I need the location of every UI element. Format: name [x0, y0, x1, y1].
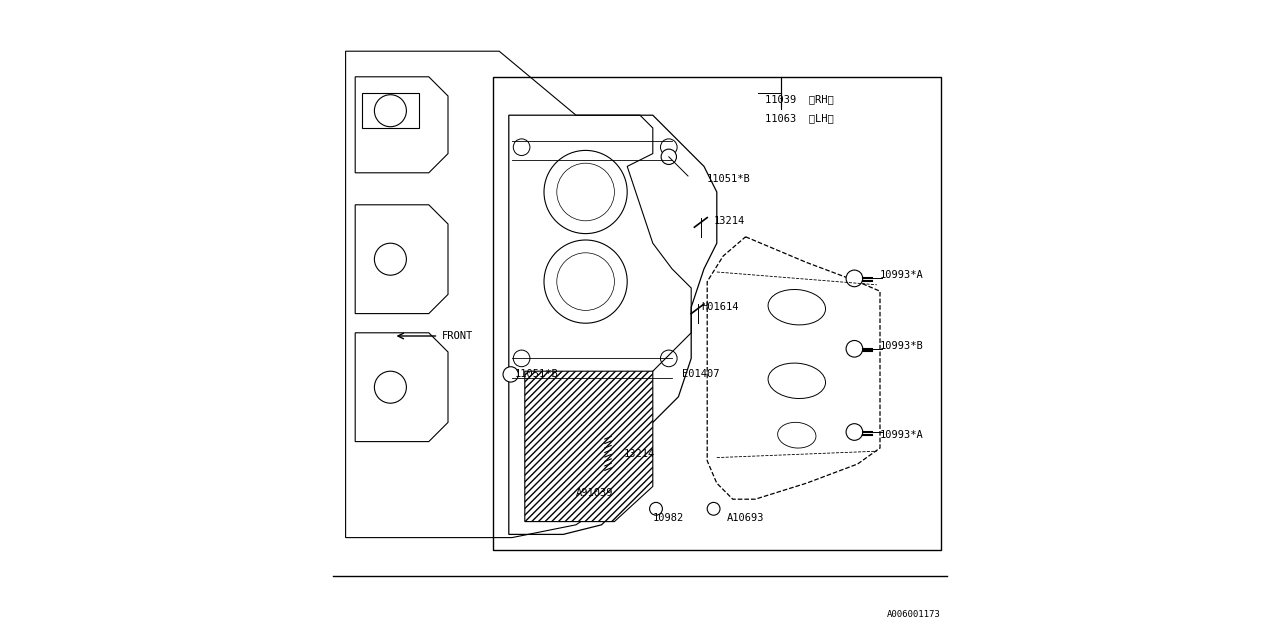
Polygon shape: [525, 371, 653, 522]
Circle shape: [708, 502, 719, 515]
Text: 10993*A: 10993*A: [881, 270, 924, 280]
Circle shape: [503, 367, 518, 382]
Text: H01614: H01614: [701, 302, 739, 312]
Text: 10993*B: 10993*B: [881, 340, 924, 351]
Text: 11051*B: 11051*B: [516, 369, 559, 380]
Text: 13214: 13214: [714, 216, 745, 226]
Text: FRONT: FRONT: [442, 331, 472, 341]
Text: A91039: A91039: [576, 488, 613, 498]
Text: 10993*A: 10993*A: [881, 430, 924, 440]
Text: 13214: 13214: [625, 449, 655, 460]
Bar: [362, 93, 420, 128]
Text: 11051*B: 11051*B: [708, 174, 751, 184]
Text: 11063  〈LH〉: 11063 〈LH〉: [765, 113, 833, 124]
Text: A10693: A10693: [727, 513, 764, 524]
Circle shape: [846, 270, 863, 287]
Circle shape: [660, 149, 676, 164]
Circle shape: [650, 502, 663, 515]
Text: 10982: 10982: [653, 513, 684, 524]
Bar: [493, 77, 941, 550]
Text: E01407: E01407: [681, 369, 719, 380]
Text: A006001173: A006001173: [887, 610, 941, 619]
Circle shape: [846, 424, 863, 440]
Circle shape: [846, 340, 863, 357]
Text: 11039  〈RH〉: 11039 〈RH〉: [765, 94, 833, 104]
